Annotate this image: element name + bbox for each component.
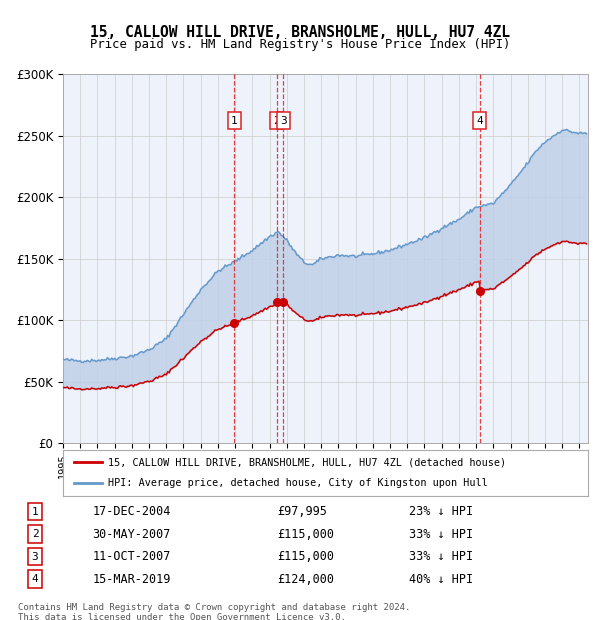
Text: 4: 4 [476, 115, 483, 125]
Text: Contains HM Land Registry data © Crown copyright and database right 2024.
This d: Contains HM Land Registry data © Crown c… [18, 603, 410, 620]
Text: 4: 4 [32, 574, 38, 584]
Text: 40% ↓ HPI: 40% ↓ HPI [409, 572, 473, 585]
Text: £115,000: £115,000 [277, 528, 334, 541]
Text: 2: 2 [273, 115, 280, 125]
Text: 3: 3 [280, 115, 287, 125]
Text: 2: 2 [32, 529, 38, 539]
Text: 23% ↓ HPI: 23% ↓ HPI [409, 505, 473, 518]
Text: 3: 3 [32, 552, 38, 562]
Text: £115,000: £115,000 [277, 550, 334, 563]
Text: 15, CALLOW HILL DRIVE, BRANSHOLME, HULL, HU7 4ZL (detached house): 15, CALLOW HILL DRIVE, BRANSHOLME, HULL,… [107, 457, 506, 467]
Text: HPI: Average price, detached house, City of Kingston upon Hull: HPI: Average price, detached house, City… [107, 479, 487, 489]
Text: 15, CALLOW HILL DRIVE, BRANSHOLME, HULL, HU7 4ZL: 15, CALLOW HILL DRIVE, BRANSHOLME, HULL,… [90, 25, 510, 40]
Text: 17-DEC-2004: 17-DEC-2004 [92, 505, 171, 518]
Text: Price paid vs. HM Land Registry's House Price Index (HPI): Price paid vs. HM Land Registry's House … [90, 38, 510, 51]
Text: 33% ↓ HPI: 33% ↓ HPI [409, 550, 473, 563]
Text: 33% ↓ HPI: 33% ↓ HPI [409, 528, 473, 541]
Text: £97,995: £97,995 [277, 505, 327, 518]
Text: 1: 1 [231, 115, 238, 125]
Text: 15-MAR-2019: 15-MAR-2019 [92, 572, 171, 585]
Text: 11-OCT-2007: 11-OCT-2007 [92, 550, 171, 563]
Text: 30-MAY-2007: 30-MAY-2007 [92, 528, 171, 541]
Text: 1: 1 [32, 507, 38, 516]
Text: £124,000: £124,000 [277, 572, 334, 585]
